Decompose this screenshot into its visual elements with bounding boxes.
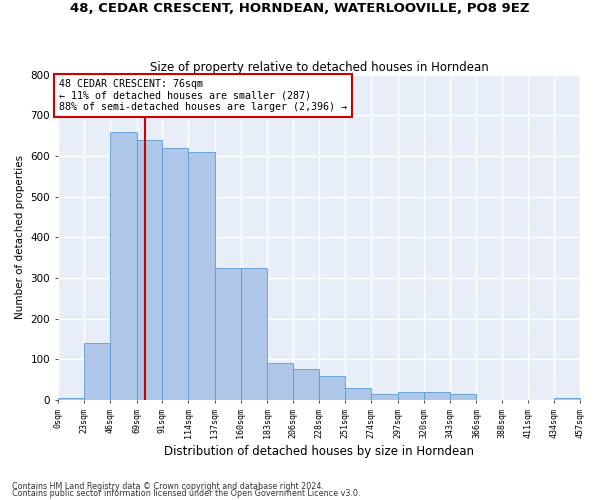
Text: Contains HM Land Registry data © Crown copyright and database right 2024.: Contains HM Land Registry data © Crown c… xyxy=(12,482,324,491)
Bar xyxy=(293,370,319,400)
Bar xyxy=(345,388,371,400)
Bar xyxy=(424,392,450,400)
Bar xyxy=(319,376,345,400)
Bar xyxy=(215,268,241,400)
Text: Contains public sector information licensed under the Open Government Licence v3: Contains public sector information licen… xyxy=(12,490,361,498)
Bar xyxy=(398,392,424,400)
Bar xyxy=(58,398,84,400)
Bar xyxy=(137,140,162,400)
Bar xyxy=(188,152,215,400)
Title: Size of property relative to detached houses in Horndean: Size of property relative to detached ho… xyxy=(150,60,488,74)
Bar xyxy=(371,394,398,400)
Bar xyxy=(162,148,188,400)
Bar xyxy=(554,398,580,400)
Text: 48 CEDAR CRESCENT: 76sqm
← 11% of detached houses are smaller (287)
88% of semi-: 48 CEDAR CRESCENT: 76sqm ← 11% of detach… xyxy=(59,78,347,112)
X-axis label: Distribution of detached houses by size in Horndean: Distribution of detached houses by size … xyxy=(164,444,474,458)
Bar xyxy=(241,268,267,400)
Y-axis label: Number of detached properties: Number of detached properties xyxy=(15,155,25,320)
Text: 48, CEDAR CRESCENT, HORNDEAN, WATERLOOVILLE, PO8 9EZ: 48, CEDAR CRESCENT, HORNDEAN, WATERLOOVI… xyxy=(70,2,530,16)
Bar xyxy=(267,364,293,400)
Bar xyxy=(84,343,110,400)
Bar xyxy=(450,394,476,400)
Bar xyxy=(110,132,137,400)
